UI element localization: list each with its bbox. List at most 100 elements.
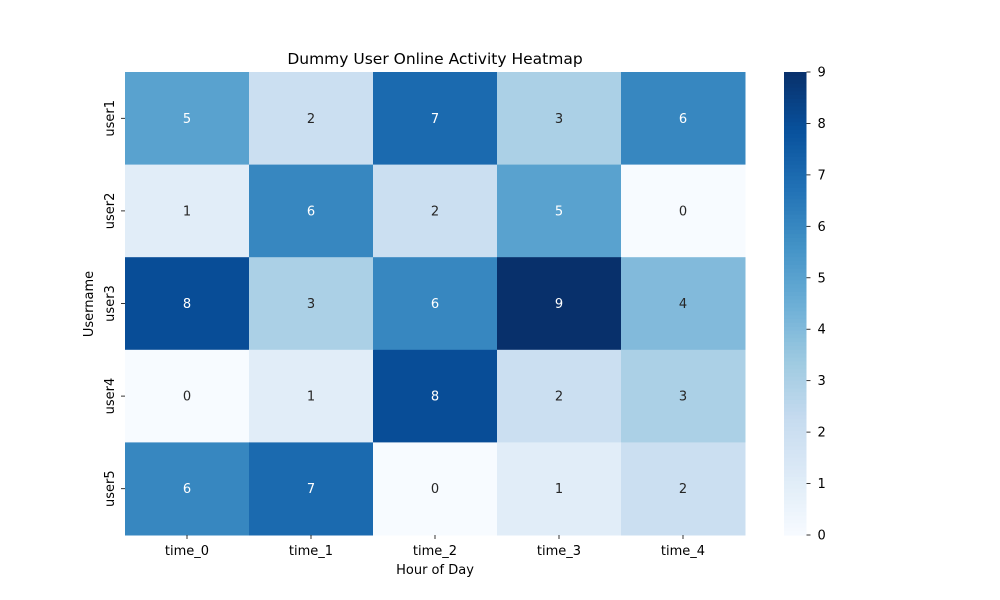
colorbar-segment [784, 361, 807, 366]
cell-value-label: 4 [679, 297, 687, 312]
colorbar-segment [784, 299, 807, 305]
colorbar-segment [784, 334, 807, 339]
colorbar-segment [784, 99, 807, 104]
colorbar-segment [784, 403, 807, 409]
cell-value-label: 6 [431, 297, 439, 312]
colorbar-tick-label: 4 [818, 323, 826, 338]
chart-title: Dummy User Online Activity Heatmap [287, 50, 582, 68]
colorbar-segment [784, 126, 807, 131]
y-tick-label: user2 [103, 193, 118, 230]
heatmap-cell-user3-time_2 [373, 257, 498, 351]
heatmap-cell-user3-time_4 [621, 257, 746, 351]
heatmap-cell-user3-time_1 [249, 257, 374, 351]
colorbar-segment [784, 376, 807, 382]
cell-value-label: 1 [307, 390, 315, 405]
colorbar-segment [784, 176, 807, 181]
heatmap-cell-user1-time_2 [373, 72, 498, 166]
cell-value-label: 0 [431, 482, 439, 497]
cell-value-label: 3 [307, 297, 315, 312]
colorbar-segment [784, 249, 807, 254]
heatmap-cell-user1-time_0 [125, 72, 250, 166]
colorbar-segment [784, 72, 807, 77]
cell-value-label: 5 [555, 204, 563, 219]
colorbar-tick-label: 0 [818, 529, 826, 544]
colorbar-segment [784, 307, 807, 312]
colorbar-segment [784, 218, 807, 224]
colorbar-segment [784, 357, 807, 362]
colorbar-segment [784, 515, 807, 521]
colorbar-segment [784, 106, 807, 112]
colorbar-segment [784, 461, 807, 467]
colorbar-segment [784, 133, 807, 139]
cell-value-label: 0 [183, 390, 191, 405]
heatmap-cell-user2-time_0 [125, 164, 250, 258]
colorbar-segment [784, 430, 807, 436]
colorbar-segment [784, 338, 807, 343]
colorbar-segment [784, 83, 807, 89]
heatmap-cell-user4-time_1 [249, 349, 374, 443]
heatmap-cells [125, 72, 746, 536]
heatmap-cell-user2-time_1 [249, 164, 374, 258]
colorbar-segment [784, 488, 807, 494]
colorbar-segment [784, 102, 807, 108]
colorbar-segment [784, 365, 807, 370]
cell-value-label: 8 [431, 390, 439, 405]
colorbar-segment [784, 291, 807, 297]
colorbar-segment [784, 419, 807, 424]
cell-value-label: 0 [679, 204, 687, 219]
colorbar-segment [784, 396, 807, 401]
heatmap-cell-user1-time_4 [621, 72, 746, 166]
heatmap-cell-user4-time_4 [621, 349, 746, 443]
colorbar-segment [784, 369, 807, 374]
heatmap-cell-user1-time_1 [249, 72, 374, 166]
heatmap-cell-user3-time_3 [497, 257, 622, 351]
colorbar-tick-label: 7 [818, 168, 826, 183]
colorbar-segment [784, 311, 807, 316]
colorbar-segment [784, 122, 807, 127]
colorbar-tick-label: 9 [818, 66, 826, 81]
cell-value-label: 2 [307, 112, 315, 127]
colorbar-segment [784, 114, 807, 119]
x-tick-label: time_3 [537, 544, 581, 559]
colorbar-segment [784, 95, 807, 100]
colorbar-segment [784, 465, 807, 471]
cell-value-label: 7 [307, 482, 315, 497]
colorbar-segment [784, 149, 807, 154]
colorbar-segment [784, 399, 807, 405]
colorbar-segment [784, 280, 807, 285]
colorbar-segment [784, 500, 807, 505]
colorbar-segment [784, 234, 807, 239]
colorbar-segment [784, 411, 807, 416]
colorbar-segment [784, 473, 807, 478]
colorbar-segment [784, 237, 807, 243]
colorbar-segment [784, 330, 807, 335]
x-axis-ticks: time_0 time_1 time_2 time_3 time_4 [165, 535, 705, 559]
cell-value-label: 6 [307, 204, 315, 219]
colorbar-segment [784, 210, 807, 216]
colorbar-segment [784, 268, 807, 274]
colorbar-tick-label: 5 [818, 271, 826, 286]
heatmap-cell-user3-time_0 [125, 257, 250, 351]
colorbar-segment [784, 434, 807, 440]
colorbar-tick-label: 3 [818, 374, 826, 389]
cell-value-label: 9 [555, 297, 563, 312]
colorbar-segment [784, 180, 807, 185]
colorbar-segment [784, 423, 807, 428]
heatmap-cell-user2-time_3 [497, 164, 622, 258]
y-tick-label: user3 [103, 285, 118, 322]
x-tick-label: time_2 [413, 544, 457, 559]
cell-value-label: 6 [679, 112, 687, 127]
cell-value-label: 1 [555, 482, 563, 497]
colorbar-segment [784, 141, 807, 146]
cell-value-label: 2 [555, 390, 563, 405]
colorbar-segment [784, 168, 807, 173]
colorbar-segment [784, 372, 807, 378]
colorbar-segment [784, 303, 807, 308]
colorbar-segment [784, 345, 807, 351]
colorbar-segment [784, 195, 807, 200]
colorbar-segment [784, 446, 807, 451]
heatmap-cell-user2-time_4 [621, 164, 746, 258]
colorbar-segment [784, 531, 807, 536]
y-axis-ticks: user1 user2 user3 user4 user5 [103, 100, 125, 507]
